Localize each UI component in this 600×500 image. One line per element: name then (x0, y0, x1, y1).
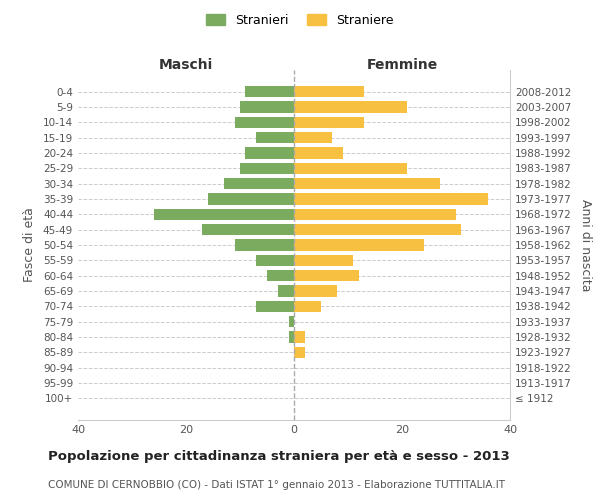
Bar (224, 178, 294, 190)
Bar (289, 316, 294, 328)
Y-axis label: Anni di nascita: Anni di nascita (578, 198, 592, 291)
Bar (294, 224, 461, 235)
Bar (278, 286, 294, 297)
Bar (235, 116, 294, 128)
Bar (294, 270, 359, 281)
Bar (294, 178, 440, 190)
Bar (294, 286, 337, 297)
Bar (289, 332, 294, 343)
Text: COMUNE DI CERNOBBIO (CO) - Dati ISTAT 1° gennaio 2013 - Elaborazione TUTTITALIA.: COMUNE DI CERNOBBIO (CO) - Dati ISTAT 1°… (48, 480, 505, 490)
Bar (294, 332, 305, 343)
Bar (294, 208, 456, 220)
Bar (208, 193, 294, 204)
Bar (294, 132, 332, 143)
Bar (202, 224, 294, 235)
Bar (267, 270, 294, 281)
Legend: Stranieri, Straniere: Stranieri, Straniere (202, 8, 398, 32)
Bar (294, 254, 353, 266)
Bar (245, 147, 294, 158)
Bar (256, 300, 294, 312)
Bar (294, 116, 364, 128)
Bar (294, 239, 424, 251)
Bar (235, 239, 294, 251)
Bar (294, 147, 343, 158)
Bar (256, 254, 294, 266)
Bar (294, 300, 321, 312)
Bar (294, 193, 488, 204)
Bar (240, 162, 294, 174)
Bar (256, 132, 294, 143)
Text: Maschi: Maschi (159, 58, 213, 71)
Bar (240, 101, 294, 112)
Bar (294, 86, 364, 98)
Bar (294, 162, 407, 174)
Text: Popolazione per cittadinanza straniera per età e sesso - 2013: Popolazione per cittadinanza straniera p… (48, 450, 510, 463)
Bar (294, 101, 407, 112)
Bar (294, 346, 305, 358)
Bar (245, 86, 294, 98)
Bar (154, 208, 294, 220)
Text: Femmine: Femmine (367, 58, 437, 71)
Y-axis label: Fasce di età: Fasce di età (23, 208, 36, 282)
